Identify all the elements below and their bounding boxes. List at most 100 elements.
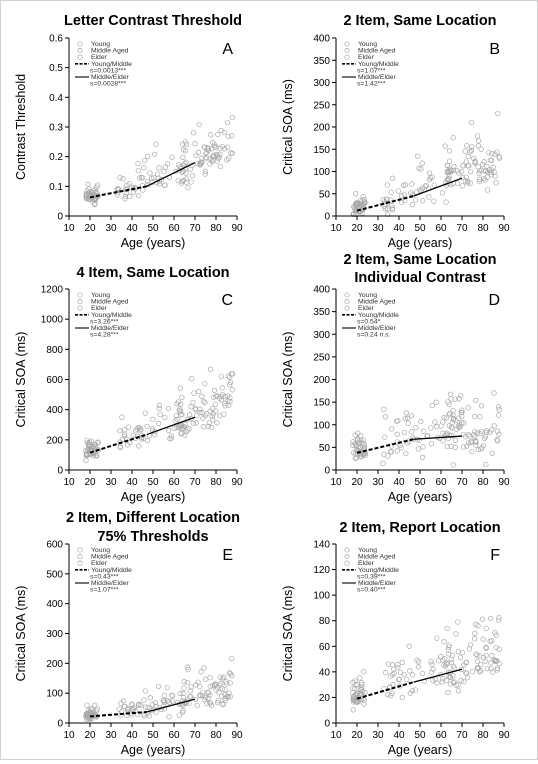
scatter-point — [475, 138, 482, 144]
scatter-point — [182, 161, 188, 167]
scatter-point — [164, 160, 171, 167]
legend-marker-icon — [344, 560, 350, 566]
scatter-point — [359, 684, 365, 690]
scatter-point — [465, 431, 471, 438]
y-tick-label: 100 — [313, 167, 330, 178]
x-tick-label: 70 — [189, 223, 201, 234]
scatter-point — [463, 670, 469, 676]
scatter-point — [162, 414, 168, 421]
y-tick-label: 50 — [319, 189, 331, 200]
scatter-point — [176, 712, 182, 718]
scatter-point — [407, 668, 413, 674]
scatter-point — [382, 414, 389, 420]
scatter-point — [188, 376, 195, 382]
scatter-point — [179, 169, 185, 176]
scatter-point — [350, 442, 356, 448]
scatter-point — [216, 689, 222, 696]
scatter-point — [360, 194, 366, 200]
scatter-point — [177, 385, 183, 391]
x-tick-label: 90 — [498, 730, 510, 741]
scatter-point — [389, 671, 396, 678]
legend-label: Young — [358, 292, 377, 299]
y-tick-label: 0.2 — [49, 152, 63, 163]
scatter-point — [90, 444, 97, 451]
scatter-point — [187, 688, 193, 694]
y-tick-label: 100 — [313, 420, 330, 431]
scatter-point — [384, 182, 390, 188]
scatter-point — [415, 446, 422, 452]
scatter-point — [202, 697, 208, 703]
scatter-point — [151, 151, 158, 157]
scatter-point — [480, 636, 486, 642]
scatter-point — [217, 413, 223, 419]
scatter-point — [408, 412, 415, 419]
scatter-point — [135, 160, 141, 167]
scatter-point — [228, 371, 234, 377]
scatter-point — [494, 437, 500, 443]
scatter-point — [200, 424, 207, 430]
scatter-point — [496, 431, 502, 437]
y-tick-label: 350 — [313, 56, 330, 67]
scatter-point — [468, 439, 474, 446]
scatter-point — [454, 180, 461, 186]
scatter-point — [440, 419, 446, 425]
y-axis-label: Critical SOA (ms) — [14, 586, 28, 682]
scatter-point — [446, 401, 452, 408]
x-tick-label: 70 — [456, 730, 468, 741]
scatter-point — [419, 454, 426, 460]
scatter-point — [444, 625, 450, 632]
middle-elder-fit-line — [146, 698, 196, 713]
scatter-point — [215, 131, 221, 138]
scatter-point — [353, 442, 359, 448]
middle-elder-fit-line — [413, 435, 463, 440]
scatter-point — [404, 676, 410, 683]
scatter-point — [227, 694, 233, 700]
x-tick-label: 30 — [105, 223, 117, 234]
scatter-point — [460, 444, 467, 450]
scatter-point — [478, 146, 484, 152]
scatter-point — [441, 662, 447, 668]
legend-label: s=3.26*** — [90, 318, 119, 325]
scatter-point — [94, 182, 101, 188]
scatter-point — [125, 424, 132, 430]
scatter-point — [405, 415, 411, 421]
x-tick-label: 60 — [168, 223, 180, 234]
scatter-point — [194, 412, 200, 419]
scatter-point — [474, 665, 480, 671]
scatter-point — [420, 198, 426, 204]
scatter-point — [496, 407, 502, 413]
scatter-point — [440, 676, 446, 682]
scatter-point — [141, 165, 147, 171]
y-tick-label: 20 — [319, 693, 331, 704]
scatter-point — [496, 617, 502, 623]
scatter-point — [350, 439, 356, 445]
scatter-point — [455, 423, 461, 429]
scatter-point — [136, 443, 142, 449]
scatter-point — [214, 153, 221, 159]
scatter-point — [358, 687, 365, 693]
y-tick-label: 100 — [46, 689, 63, 700]
scatter-point — [142, 704, 149, 710]
panel-f: 2 Item, Report Location 10 20 30 40 50 60 70 80 9… — [281, 520, 510, 757]
scatter-point — [391, 670, 397, 676]
scatter-point — [202, 380, 208, 387]
scatter-point — [198, 669, 204, 675]
scatter-point — [380, 460, 386, 466]
y-tick-label: 400 — [46, 599, 63, 610]
scatter-point — [164, 698, 171, 704]
young-middle-fit-line — [356, 681, 414, 700]
scatter-point — [428, 659, 434, 665]
scatter-point — [147, 170, 153, 176]
scatter-point — [145, 153, 151, 160]
scatter-point — [120, 176, 126, 182]
scatter-point — [84, 702, 90, 708]
legend-label: Young — [358, 41, 377, 48]
x-tick-label: 80 — [477, 223, 489, 234]
panel-b: 2 Item, Same Location 10 20 30 40 50 60 70 80 90 0… — [281, 13, 510, 250]
scatter-point — [389, 690, 395, 696]
scatter-point — [444, 660, 450, 667]
scatter-point — [192, 141, 198, 147]
scatter-point — [416, 437, 423, 443]
scatter-point — [92, 702, 98, 708]
